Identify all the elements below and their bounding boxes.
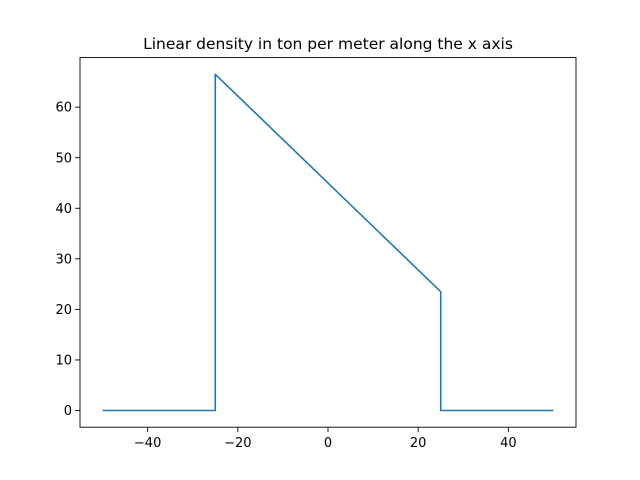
density-series-line	[102, 73, 554, 412]
y-tick-label: 10	[55, 354, 72, 369]
x-tick-label: −20	[224, 436, 251, 451]
x-tick-label: 20	[410, 436, 427, 451]
x-tick-label: 40	[500, 436, 517, 451]
y-tick-label: 0	[64, 404, 72, 419]
plot-area-frame	[79, 57, 577, 428]
y-tick-label: 50	[55, 151, 72, 166]
y-tick-label: 20	[55, 303, 72, 318]
series-layer	[102, 73, 554, 412]
y-tick-label: 30	[55, 252, 72, 267]
y-tick-label: 40	[55, 202, 72, 217]
y-tick-label: 60	[55, 101, 72, 116]
x-axis: −40 −20 0 20 40	[134, 427, 517, 451]
chart-title: Linear density in ton per meter along th…	[143, 35, 513, 53]
y-axis: 0 10 20 30 40 50 60	[55, 101, 80, 419]
x-tick-label: −40	[134, 436, 161, 451]
x-tick-label: 0	[324, 436, 332, 451]
